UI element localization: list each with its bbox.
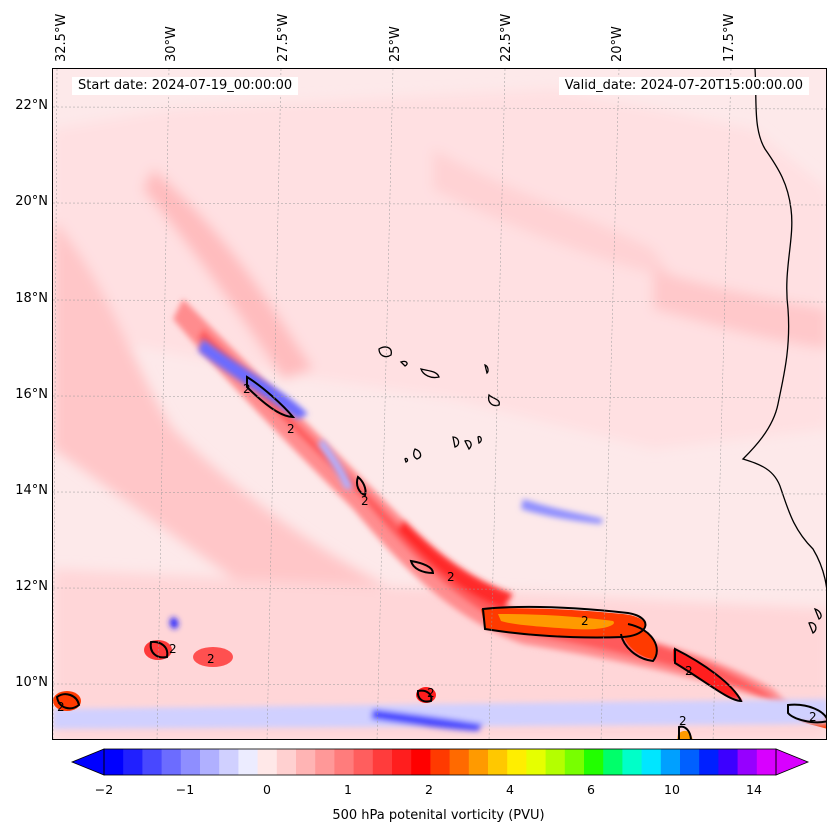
- colorbar-cell: [660, 749, 681, 775]
- pv-2-contours: [55, 375, 826, 739]
- colorbar-tick: −2: [94, 782, 114, 797]
- colorbar-cell: [334, 749, 355, 775]
- colorbar-tick: 6: [587, 782, 595, 797]
- colorbar-title: 500 hPa potenital vorticity (PVU): [332, 808, 545, 823]
- colorbar-cell: [488, 749, 508, 775]
- contour-label: 2: [57, 700, 65, 714]
- coastlines: [378, 69, 826, 634]
- colorbar-cell: [603, 749, 623, 775]
- colorbar-cell: [737, 749, 758, 775]
- colorbar-cell: [564, 749, 585, 775]
- lat-label: 20°N: [15, 194, 48, 209]
- map-panel: 2 2 2 2 2 2 2 2 2 2 2 2: [52, 68, 827, 740]
- contour-label: 2: [169, 642, 177, 656]
- colorbar-frame: [103, 748, 777, 776]
- colorbar-cell: [430, 749, 451, 775]
- colorbar-tick: 2: [425, 782, 433, 797]
- colorbar-cell: [699, 749, 719, 775]
- colorbar-cell: [584, 749, 604, 775]
- contour-label: 2: [427, 686, 435, 700]
- lat-label: 12°N: [15, 579, 48, 594]
- colorbar-cell: [161, 749, 182, 775]
- colorbar-cell: [680, 749, 700, 775]
- colorbar-tick: 10: [664, 782, 680, 797]
- colorbar-cell: [545, 749, 566, 775]
- colorbar-tick: −1: [175, 782, 195, 797]
- colorbar-tick: 1: [344, 782, 352, 797]
- contour-label: 2: [361, 494, 369, 508]
- lon-label: 32.5°W: [54, 13, 69, 62]
- main-pv-band: [173, 299, 793, 709]
- colorbar-cell: [411, 749, 431, 775]
- colorbar-cell: [392, 749, 412, 775]
- negative-pv-streaks: [53, 339, 826, 731]
- colorbar-max-arrow: [775, 748, 810, 776]
- lat-label: 14°N: [15, 483, 48, 498]
- colorbar-cell: [622, 749, 643, 775]
- colorbar-tick: 0: [263, 782, 271, 797]
- colorbar-tick: 14: [746, 782, 762, 797]
- colorbar-cell: [142, 749, 163, 775]
- colorbar-cell: [641, 749, 662, 775]
- contour-label: 2: [207, 652, 215, 666]
- contour-label: 2: [581, 614, 589, 628]
- colorbar-cell: [257, 749, 278, 775]
- colorbar-cell: [526, 749, 547, 775]
- colorbar-cell: [200, 749, 220, 775]
- colorbar-cell: [449, 749, 470, 775]
- lon-label: 20°W: [610, 26, 625, 62]
- lon-label: 22.5°W: [499, 13, 514, 62]
- start-date-label: Start date: 2024-07-19_00:00:00: [72, 77, 299, 95]
- contour-label: 2: [287, 422, 295, 436]
- colorbar-cell: [123, 749, 143, 775]
- contour-label: 2: [809, 710, 817, 724]
- colorbar-min-arrow: [70, 748, 105, 776]
- contour-labels: 2 2 2 2 2 2 2 2 2 2 2 2: [57, 382, 817, 728]
- colorbar-tick: 4: [506, 782, 514, 797]
- colorbar-cell: [507, 749, 527, 775]
- colorbar-cell: [718, 749, 739, 775]
- colorbar-cell: [315, 749, 335, 775]
- colorbar: [70, 748, 810, 776]
- lon-label: 25°W: [388, 26, 403, 62]
- lat-label: 18°N: [15, 291, 48, 306]
- light-pv-regions: [53, 89, 826, 739]
- colorbar-cell: [276, 749, 297, 775]
- colorbar-cell: [372, 749, 393, 775]
- lon-label: 17.5°W: [722, 13, 737, 62]
- lon-label: 30°W: [164, 26, 179, 62]
- colorbar-cell: [104, 749, 124, 775]
- lat-label: 22°N: [15, 98, 48, 113]
- contour-label: 2: [243, 382, 251, 396]
- colorbar-cell: [238, 749, 259, 775]
- colorbar-cell: [468, 749, 489, 775]
- contour-label: 2: [679, 714, 687, 728]
- colorbar-cell: [353, 749, 374, 775]
- colorbar-cell: [756, 749, 777, 775]
- lat-label: 16°N: [15, 387, 48, 402]
- potential-vorticity-field: 2 2 2 2 2 2 2 2 2 2 2 2: [53, 69, 826, 739]
- valid-date-label: Valid_date: 2024-07-20T15:00:00.00: [558, 77, 809, 95]
- lat-label: 10°N: [15, 675, 48, 690]
- lon-label: 27.5°W: [276, 13, 291, 62]
- colorbar-cell: [180, 749, 201, 775]
- contour-label: 2: [447, 570, 455, 584]
- colorbar-cell: [219, 749, 239, 775]
- contour-label: 2: [685, 664, 693, 678]
- graticule: [53, 69, 826, 739]
- colorbar-cell: [296, 749, 316, 775]
